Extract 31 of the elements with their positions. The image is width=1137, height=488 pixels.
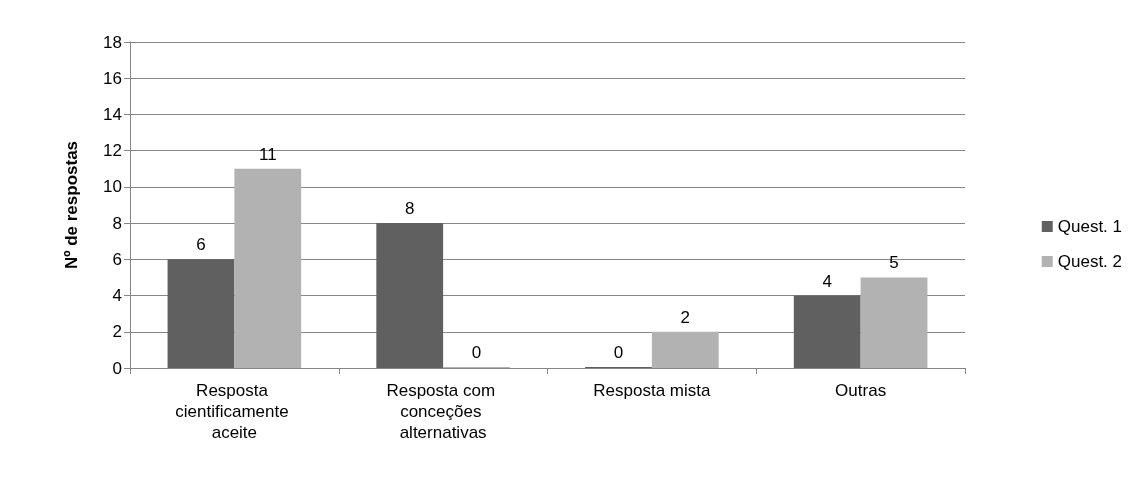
y-axis-title: Nº de respostas (62, 140, 81, 270)
y-tick-label: 0 (112, 358, 122, 378)
y-tick-label: 12 (103, 141, 122, 161)
x-tick-label: Outras (835, 381, 887, 400)
data-label: 4 (822, 271, 832, 291)
legend-label: Quest. 2 (1057, 252, 1123, 271)
y-tick-label: 8 (112, 213, 122, 233)
bar (651, 331, 719, 368)
data-label: 0 (471, 343, 482, 362)
x-tick-label: Resposta cientificamente aceite (175, 381, 294, 442)
x-tick-label: Resposta com conceções alternativas (386, 381, 500, 442)
y-tick-label: 14 (103, 104, 122, 124)
bar (793, 295, 861, 368)
y-tick-label: 18 (103, 32, 122, 52)
y-tick-label: 6 (112, 249, 122, 269)
data-label: 0 (613, 343, 624, 362)
legend-label: Quest. 1 (1057, 217, 1123, 236)
bar (860, 277, 928, 368)
y-tick-label: 10 (103, 177, 122, 197)
y-tick-label: 4 (112, 286, 122, 306)
y-tick-label: 2 (112, 322, 122, 342)
x-tick-label: Resposta mista (593, 381, 711, 400)
data-label: 6 (196, 235, 206, 255)
bar (376, 223, 444, 368)
data-label: 5 (889, 253, 899, 273)
bar (234, 168, 302, 368)
data-label: 8 (404, 199, 415, 219)
data-label: 11 (258, 144, 277, 164)
y-tick-label: 16 (103, 68, 122, 88)
bar (167, 259, 235, 368)
data-label: 2 (680, 307, 691, 327)
